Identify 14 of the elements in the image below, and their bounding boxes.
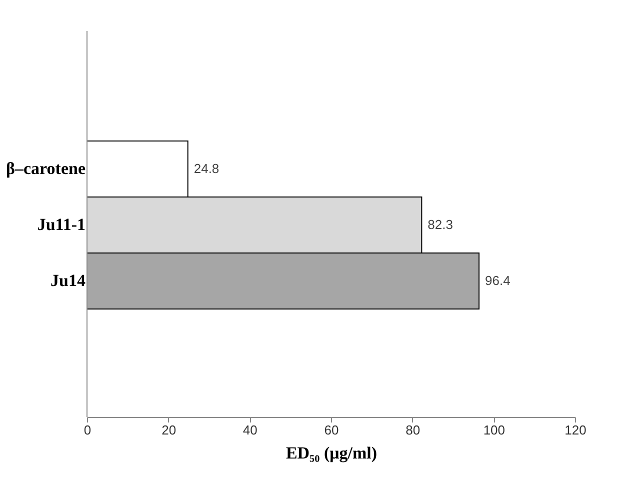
y-tick-label: Ju11-1 [37,215,86,234]
data-label: 96.4 [485,273,510,288]
x-tick-label: 120 [564,422,586,438]
y-tick-label: Ju14 [50,271,86,290]
x-tick-label: 100 [483,422,506,438]
x-tick-label: 80 [406,422,420,438]
x-tick-label: 60 [324,422,339,438]
x-axis-title: ED₅₀ (μg/ml) [286,444,378,462]
x-tick-label: 0 [84,422,92,438]
data-label: 82.3 [428,217,453,232]
data-label: 24.8 [194,161,220,176]
y-tick-label: β–carotene [6,159,86,178]
x-tick-label: 20 [162,422,176,438]
x-tick-label: 40 [242,422,258,438]
